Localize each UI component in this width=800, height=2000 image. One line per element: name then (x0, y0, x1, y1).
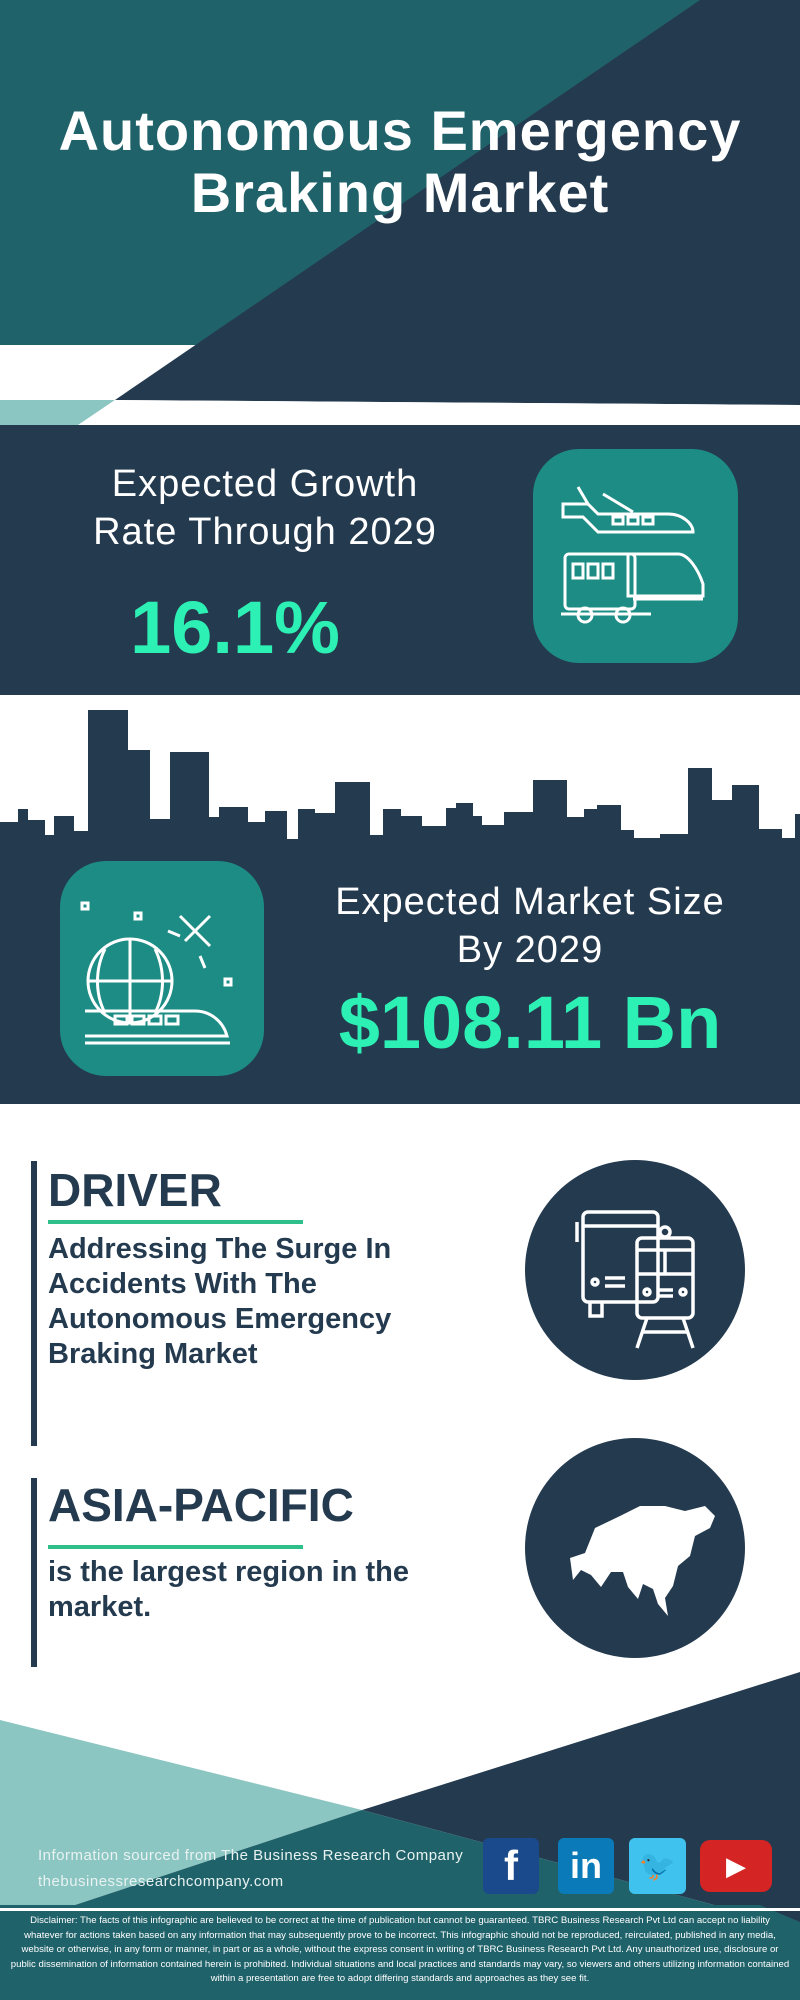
driver-underline (48, 1220, 303, 1224)
growth-label: Expected Growth Rate Through 2029 (40, 460, 490, 556)
market-size-value: $108.11 Bn (338, 981, 722, 1064)
disclaimer: Disclaimer: The facts of this infographi… (10, 1915, 790, 1984)
region-heading: ASIA-PACIFIC (48, 1479, 354, 1531)
market-size-label-line1: Expected Market Size (335, 881, 725, 923)
region-accent-bar (31, 1478, 37, 1667)
driver-text: Addressing The Surge In Accidents With T… (48, 1233, 392, 1370)
title-line-1: Autonomous Emergency (58, 99, 742, 162)
footer-source: Information sourced from The Business Re… (38, 1843, 463, 1895)
growth-value: 16.1% (130, 586, 340, 669)
globe-icon-box (60, 861, 264, 1076)
youtube-icon[interactable]: ▶ (700, 1840, 772, 1892)
bus-train-icon (575, 1210, 695, 1349)
driver-heading: DRIVER (48, 1164, 222, 1216)
twitter-icon[interactable]: 🐦 (629, 1838, 686, 1894)
transport-icon-box (533, 449, 738, 663)
asia-map-icon (570, 1506, 715, 1616)
driver-icon-circle (525, 1160, 745, 1380)
title-line-2: Braking Market (190, 161, 610, 224)
region-text: is the largest region in the market. (48, 1556, 409, 1623)
region-underline (48, 1545, 303, 1549)
website-link[interactable]: thebusinessresearchcompany.com (38, 1873, 284, 1890)
page-title: Autonomous Emergency Braking Market (0, 100, 800, 224)
driver-accent-bar (31, 1161, 37, 1446)
market-size-label: Expected Market Size By 2029 (300, 878, 760, 974)
linkedin-icon[interactable]: in (558, 1838, 614, 1894)
market-size-label-line2: By 2029 (456, 929, 604, 971)
growth-label-line2: Rate Through 2029 (93, 511, 437, 553)
growth-label-line1: Expected Growth (111, 463, 419, 505)
transport-plane-train-bus-icon (561, 486, 705, 624)
facebook-icon[interactable]: f (483, 1838, 539, 1894)
region-icon-circle (525, 1438, 745, 1658)
source-text: Information sourced from The Business Re… (38, 1847, 464, 1864)
city-skyline (0, 710, 800, 845)
globe-plane-train-icon (80, 901, 233, 1045)
